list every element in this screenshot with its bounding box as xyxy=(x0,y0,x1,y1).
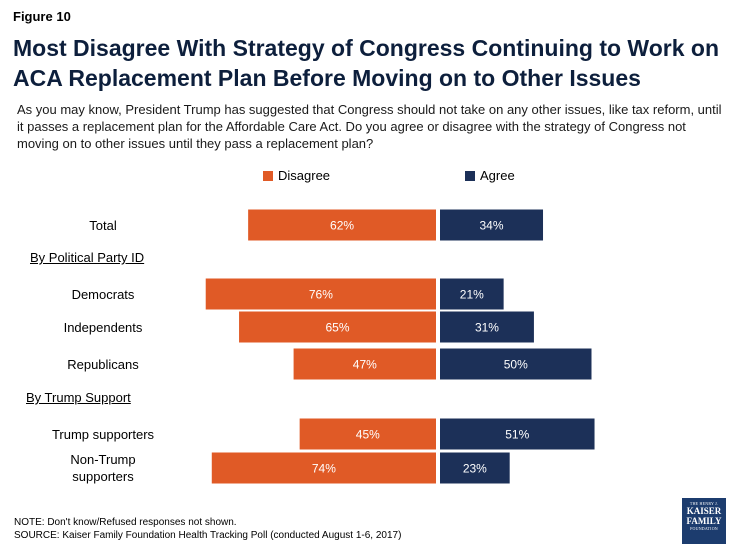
bar-disagree-total xyxy=(248,209,436,241)
label-agree-democrats: 21% xyxy=(460,288,484,302)
group-heading-trump: By Trump Support xyxy=(26,390,131,405)
bar-agree-trump-supporters xyxy=(440,418,595,450)
label-agree-total: 34% xyxy=(479,219,503,233)
label-disagree-republicans: 47% xyxy=(353,358,377,372)
category-label-republicans: Republicans xyxy=(18,356,188,373)
category-label-line: supporters xyxy=(72,469,134,484)
legend-agree-label: Agree xyxy=(480,168,515,183)
bar-disagree-democrats xyxy=(205,278,436,310)
bar-disagree-trump-supporters xyxy=(299,418,436,450)
category-label-independents: Independents xyxy=(18,319,188,336)
bar-agree-republicans xyxy=(440,348,592,380)
label-disagree-non-trump-supporters: 74% xyxy=(312,462,336,476)
label-disagree-trump-supporters: 45% xyxy=(356,428,380,442)
logo-line2: KAISER xyxy=(686,506,722,516)
legend-agree-swatch xyxy=(465,170,475,181)
source-text: SOURCE: Kaiser Family Foundation Health … xyxy=(14,530,402,541)
category-label-line: Democrats xyxy=(71,286,135,302)
logo-line4: FOUNDATION xyxy=(690,526,718,531)
group-heading-party: By Political Party ID xyxy=(30,250,145,265)
legend-agree: Agree xyxy=(465,168,515,183)
label-disagree-independents: 65% xyxy=(326,321,350,335)
label-agree-independents: 31% xyxy=(475,321,499,335)
label-agree-trump-supporters: 51% xyxy=(505,428,529,442)
kff-logo: THE HENRY J. KAISER FAMILY FOUNDATION xyxy=(682,498,726,544)
bar-agree-democrats xyxy=(440,278,504,310)
bar-disagree-non-trump-supporters xyxy=(211,452,436,484)
category-label-democrats: Democrats xyxy=(18,286,188,303)
category-label-line: Non-Trump xyxy=(70,452,136,467)
logo-line3: FAMILY xyxy=(686,516,722,526)
bar-agree-total xyxy=(440,209,544,241)
logo-line1: THE HENRY J. xyxy=(689,501,719,506)
bar-disagree-republicans xyxy=(293,348,436,380)
legend-disagree-swatch xyxy=(263,170,273,181)
bar-agree-independents xyxy=(440,311,534,343)
category-label-line: Republicans xyxy=(67,356,139,372)
category-label-non-trump-supporters: Non-Trump supporters xyxy=(18,451,188,485)
category-label-trump-supporters: Trump supporters xyxy=(18,426,188,443)
label-agree-non-trump-supporters: 23% xyxy=(463,462,487,476)
figure-label: Figure 10 xyxy=(13,9,71,24)
chart-title: Most Disagree With Strategy of Congress … xyxy=(13,35,720,91)
label-disagree-democrats: 76% xyxy=(309,288,333,302)
legend-disagree-label: Disagree xyxy=(278,168,331,183)
note-text: NOTE: Don't know/Refused responses not s… xyxy=(14,517,237,528)
category-label-total: Total xyxy=(18,217,188,234)
label-agree-republicans: 50% xyxy=(504,358,528,372)
chart-subtitle: As you may know, President Trump has sug… xyxy=(17,102,722,151)
bar-agree-non-trump-supporters xyxy=(440,452,510,484)
category-label-line: Total xyxy=(89,217,117,233)
category-label-line: Trump supporters xyxy=(51,426,155,442)
category-label-line: Independents xyxy=(63,319,143,335)
label-disagree-total: 62% xyxy=(330,219,354,233)
bar-disagree-independents xyxy=(239,311,436,343)
legend-disagree: Disagree xyxy=(263,168,330,183)
